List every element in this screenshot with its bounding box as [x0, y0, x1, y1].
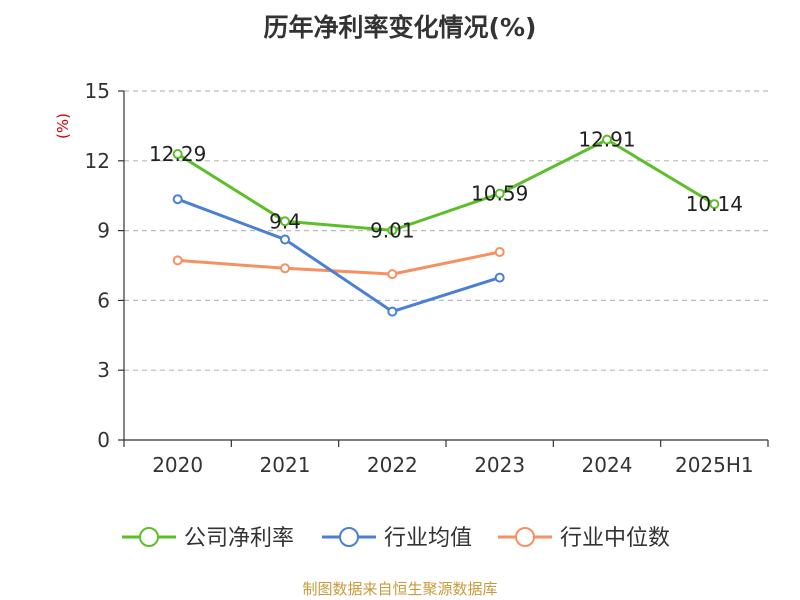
series-1	[172, 134, 720, 236]
series-2	[172, 194, 505, 317]
x-tick-label: 2025H1	[675, 453, 754, 477]
data-point[interactable]	[172, 149, 183, 160]
series-line	[177, 250, 500, 276]
data-point[interactable]	[387, 225, 398, 236]
data-label: 10.59	[471, 182, 528, 206]
data-point[interactable]	[172, 255, 183, 266]
x-tick-label: 2022	[367, 453, 418, 477]
series-layer	[172, 134, 720, 317]
legend[interactable]: 公司净利率 行业均值 行业中位数	[122, 526, 670, 551]
legend-item[interactable]: 行业中位数	[498, 526, 670, 551]
data-point[interactable]	[602, 134, 612, 145]
x-tick-label: 2024	[582, 453, 633, 477]
data-label: 12.29	[149, 142, 206, 166]
y-tick-label: 3	[97, 358, 110, 382]
y-tick-label: 15	[85, 79, 110, 103]
y-axis-unit-label: (%)	[54, 113, 72, 139]
source-note: 制图数据来自恒生聚源数据库	[302, 580, 497, 598]
data-point[interactable]	[387, 269, 398, 280]
legend-marker-icon	[139, 527, 159, 547]
data-label: 12.91	[578, 128, 635, 152]
y-tick-label: 0	[97, 428, 110, 452]
data-point[interactable]	[494, 272, 505, 283]
data-point[interactable]	[280, 263, 290, 274]
data-point[interactable]	[280, 234, 290, 245]
data-point[interactable]	[387, 306, 398, 317]
data-point[interactable]	[172, 194, 183, 205]
x-tick-label: 2020	[152, 453, 203, 477]
data-point[interactable]	[709, 199, 720, 210]
legend-marker-icon	[515, 527, 535, 547]
grid-lines	[124, 90, 768, 371]
data-point[interactable]	[494, 247, 505, 258]
y-tick-label: 9	[97, 219, 110, 243]
y-tick-label: 6	[97, 288, 110, 312]
axes: 0 3 6 9 12 15 2020 2021 2022 2023 2024 2025H1	[85, 79, 769, 477]
legend-label: 行业均值	[384, 526, 472, 551]
series-line	[177, 197, 501, 314]
legend-label: 公司净利率	[184, 526, 294, 551]
y-tick-label: 12	[85, 149, 110, 173]
series-line	[176, 138, 716, 232]
chart-title: 历年净利率变化情况(%)	[264, 13, 537, 42]
data-label: 9.01	[370, 218, 415, 242]
legend-item[interactable]: 行业均值	[322, 526, 472, 551]
series-3	[172, 247, 505, 280]
x-tick-label: 2021	[260, 453, 311, 477]
legend-marker-icon	[339, 527, 359, 547]
data-point[interactable]	[494, 188, 505, 199]
x-tick-label: 2023	[474, 453, 525, 477]
data-label: 9.4	[269, 209, 301, 233]
legend-label: 行业中位数	[560, 526, 670, 551]
data-point[interactable]	[280, 216, 290, 227]
data-label: 10.14	[686, 192, 743, 216]
legend-item[interactable]: 公司净利率	[122, 526, 294, 551]
data-labels: 12.29 9.4 9.01 10.59 12.91 10.14	[149, 128, 743, 243]
